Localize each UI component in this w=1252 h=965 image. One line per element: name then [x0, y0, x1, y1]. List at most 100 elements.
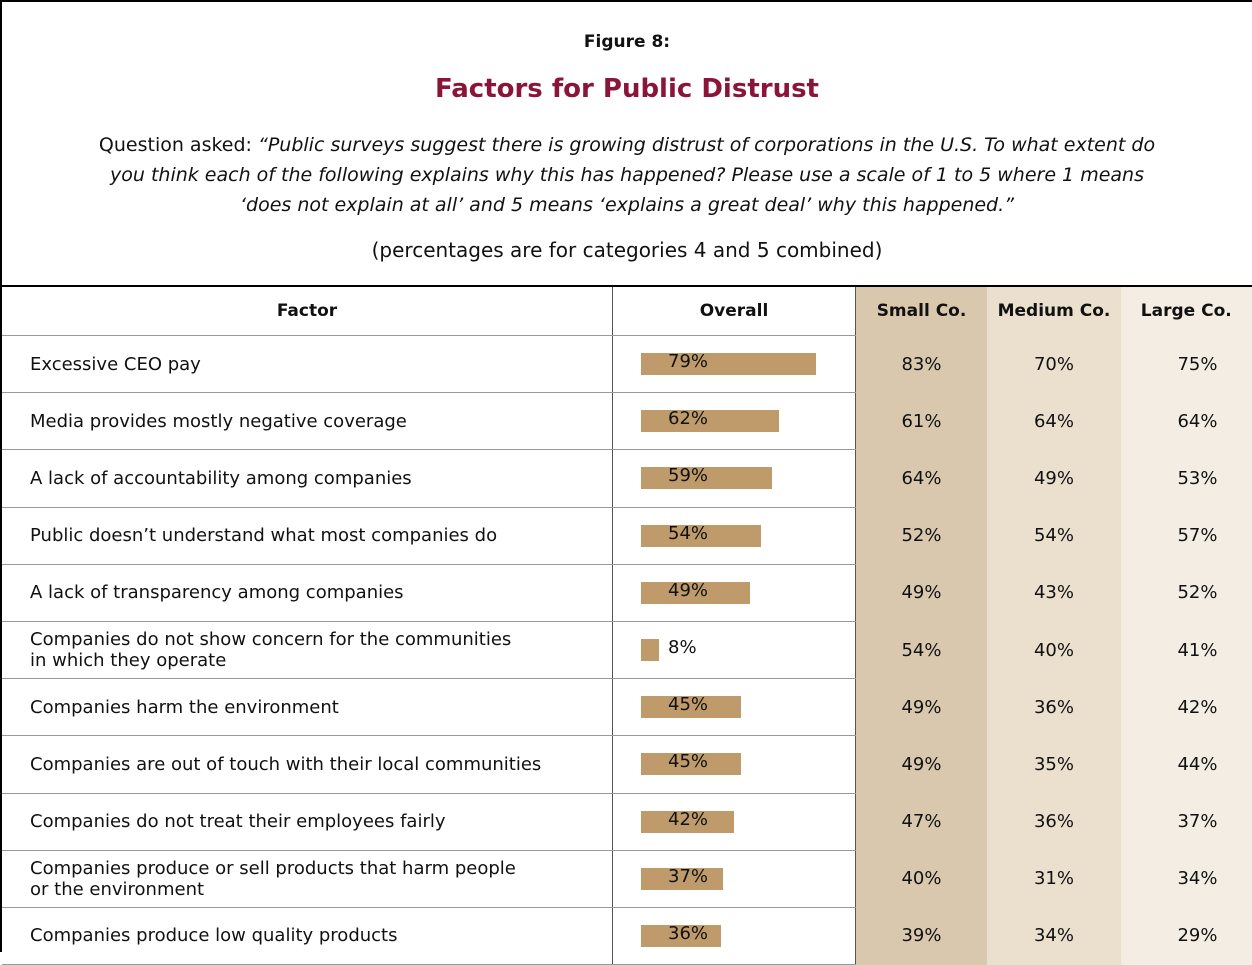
bar-label: 45% — [668, 751, 709, 773]
large-cell: 53% — [1121, 449, 1252, 508]
row: A lack of accountability among companies… — [2, 449, 1252, 508]
small-cell: 49% — [855, 564, 987, 622]
row: Media provides mostly negative coverage 6… — [2, 392, 1252, 451]
row: A lack of transparency among companies 49… — [2, 564, 1252, 622]
bar — [641, 696, 741, 719]
overall-cell: 36% — [612, 907, 856, 965]
factor-cell: Companies are out of touch with their lo… — [2, 735, 613, 794]
column-header: Small Co. — [855, 287, 987, 336]
bar — [641, 753, 741, 776]
factor-cell: Media provides mostly negative coverage — [2, 392, 613, 451]
table-body: Excessive CEO pay 79% 83% 70% 75% Media provi… — [2, 335, 1252, 965]
bar-label: 49% — [668, 579, 709, 601]
small-cell: 49% — [855, 678, 987, 736]
bar — [641, 524, 761, 547]
question-text: “Public surveys suggest there is growing… — [110, 134, 1156, 216]
large-cell: 41% — [1121, 621, 1252, 679]
small-cell: 49% — [855, 735, 987, 793]
overall-cell: 42% — [612, 793, 856, 851]
bar — [641, 353, 817, 375]
large-cell: 57% — [1121, 507, 1252, 565]
overall-cell: 59% — [612, 449, 856, 508]
large-cell: 52% — [1121, 564, 1252, 622]
medium-cell: 35% — [987, 735, 1121, 793]
bar-label: 59% — [668, 465, 709, 487]
overall-cell: 45% — [612, 678, 856, 737]
overall-cell: 79% — [612, 335, 856, 394]
column-header: Factor — [2, 287, 613, 336]
medium-cell: 64% — [987, 392, 1121, 450]
bar-label: 45% — [668, 694, 709, 716]
row: Companies do not show concern for the co… — [2, 621, 1252, 680]
factor-cell: Companies harm the environment — [2, 678, 613, 737]
overall-cell: 62% — [612, 392, 856, 451]
bar — [641, 467, 772, 490]
bar-label: 79% — [668, 351, 709, 372]
large-cell: 42% — [1121, 678, 1252, 736]
factor-cell: A lack of accountability among companies — [2, 449, 613, 508]
medium-cell: 70% — [987, 335, 1121, 393]
bar-label: 36% — [668, 922, 709, 944]
small-cell: 39% — [855, 907, 987, 965]
small-cell: 47% — [855, 793, 987, 851]
large-cell: 34% — [1121, 850, 1252, 908]
medium-cell: 34% — [987, 907, 1121, 965]
medium-cell: 36% — [987, 678, 1121, 736]
bar — [641, 638, 659, 661]
bar-label: 8% — [668, 636, 697, 658]
medium-cell: 54% — [987, 507, 1121, 565]
header: Figure 8: Factors for Public Distrust Qu… — [2, 2, 1252, 285]
row: Public doesn’t understand what most comp… — [2, 507, 1252, 565]
row: Companies produce or sell products that … — [2, 850, 1252, 908]
bar — [641, 581, 750, 604]
small-cell: 54% — [855, 621, 987, 679]
bar — [641, 410, 779, 433]
overall-cell: 49% — [612, 564, 856, 622]
large-cell: 64% — [1121, 392, 1252, 450]
factor-cell: Companies produce or sell products that … — [2, 850, 613, 908]
row: Companies produce low quality products 36… — [2, 907, 1252, 965]
column-header: Overall — [612, 287, 856, 336]
large-cell: 75% — [1121, 335, 1252, 393]
factor-cell: Companies do not show concern for the co… — [2, 621, 613, 680]
title: Factors for Public Distrust — [435, 74, 819, 104]
large-cell: 44% — [1121, 735, 1252, 793]
small-cell: 64% — [855, 449, 987, 508]
row: Companies harm the environment 45% 49% 36% 4… — [2, 678, 1252, 737]
small-cell: 61% — [855, 392, 987, 450]
divider — [2, 285, 1252, 287]
note: (percentages are for categories 4 and 5 … — [371, 238, 883, 262]
medium-cell: 36% — [987, 793, 1121, 851]
medium-cell: 40% — [987, 621, 1121, 679]
factor-cell: Companies produce low quality products — [2, 907, 613, 965]
bar-label: 62% — [668, 408, 709, 430]
medium-cell: 31% — [987, 850, 1121, 908]
bar-label: 37% — [668, 865, 709, 887]
bar — [641, 810, 735, 833]
column-header: Medium Co. — [987, 287, 1121, 336]
small-cell: 83% — [855, 335, 987, 393]
overall-cell: 8% — [612, 621, 856, 680]
medium-cell: 43% — [987, 564, 1121, 622]
question-prefix: Question asked: — [98, 134, 258, 156]
table: Factor Overall Small Co. Medium Co. Large Co… — [2, 287, 1252, 965]
row: Companies are out of touch with their lo… — [2, 735, 1252, 794]
medium-cell: 49% — [987, 449, 1121, 508]
factor-cell: A lack of transparency among companies — [2, 564, 613, 622]
overall-cell: 37% — [612, 850, 856, 908]
bar — [641, 867, 724, 890]
bar-label: 42% — [668, 808, 709, 830]
figure-label: Figure 8: — [583, 32, 671, 52]
factor-cell: Excessive CEO pay — [2, 335, 613, 394]
row: Companies do not treat their employees f… — [2, 793, 1252, 851]
large-cell: 29% — [1121, 907, 1252, 965]
overall-cell: 54% — [612, 507, 856, 565]
large-cell: 37% — [1121, 793, 1252, 851]
question: Question asked: “Public surveys suggest … — [82, 130, 1172, 220]
factor-cell: Public doesn’t understand what most comp… — [2, 507, 613, 565]
column-header: Large Co. — [1121, 287, 1252, 336]
row: Excessive CEO pay 79% 83% 70% 75% — [2, 335, 1252, 394]
overall-cell: 45% — [612, 735, 856, 794]
bar-label: 54% — [668, 522, 709, 544]
